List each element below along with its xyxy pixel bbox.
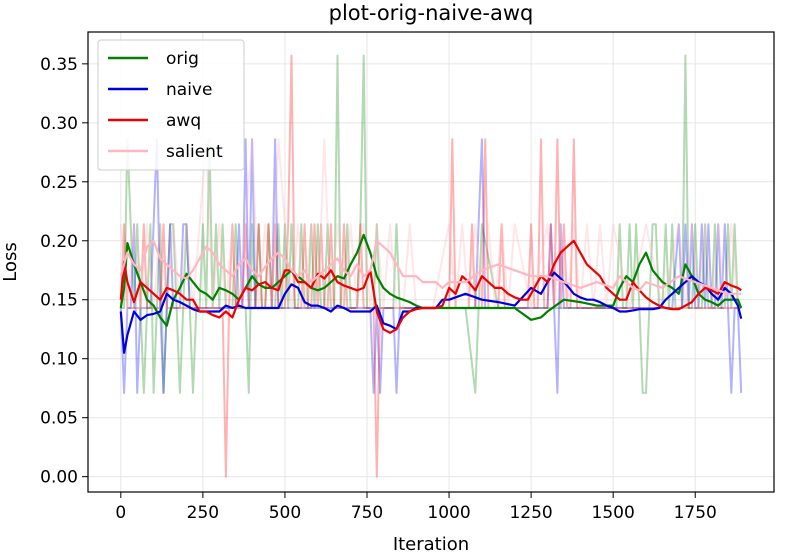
x-tick-label: 1750 <box>674 503 717 523</box>
x-tick-label: 750 <box>351 503 383 523</box>
series-line-salient <box>119 239 742 295</box>
axis-layer: 0 250 500 750 1000 1250 1500 1750 0.00 0.05 0.10 0.… <box>40 55 717 523</box>
x-tick-label: 500 <box>269 503 301 523</box>
y-tick-label: 0.00 <box>40 468 78 488</box>
legend: orig naive awq salient <box>97 39 245 171</box>
x-tick-label: 1500 <box>592 503 635 523</box>
y-axis-label: Loss <box>0 242 21 281</box>
legend-box <box>97 39 245 171</box>
y-tick-label: 0.15 <box>40 291 78 311</box>
plot-frame <box>87 31 775 493</box>
x-tick-label: 250 <box>187 503 219 523</box>
x-tick-label: 1000 <box>427 503 470 523</box>
y-tick-label: 0.10 <box>40 350 78 370</box>
y-tick-label: 0.25 <box>40 173 78 193</box>
y-tick-label: 0.05 <box>40 409 78 429</box>
chart-title: plot-orig-naive-awq <box>329 1 534 25</box>
y-tick-label: 0.30 <box>40 114 78 134</box>
y-tick-label: 0.20 <box>40 232 78 252</box>
x-tick-label: 1250 <box>509 503 552 523</box>
series-layer <box>119 54 743 478</box>
legend-label-naive: naive <box>166 80 212 100</box>
legend-label-awq: awq <box>166 111 201 131</box>
legend-label-orig: orig <box>166 49 199 69</box>
series-line-salient-raw <box>119 138 742 309</box>
series-line-orig <box>119 233 743 327</box>
x-tick-label: 0 <box>115 503 126 523</box>
series-line-naive <box>119 271 743 354</box>
legend-label-salient: salient <box>166 142 223 162</box>
x-axis-label: Iteration <box>393 534 469 555</box>
series-line-naive-raw <box>119 138 743 394</box>
y-tick-label: 0.35 <box>40 55 78 75</box>
grid-layer <box>88 32 774 492</box>
